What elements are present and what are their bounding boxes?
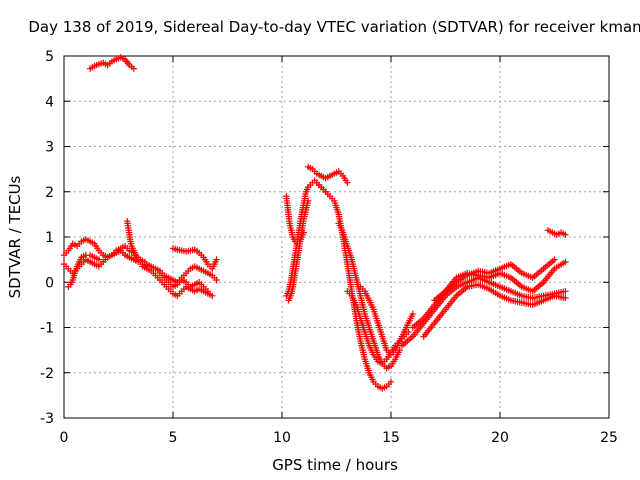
x-tick-label: 0	[60, 430, 69, 446]
data-point	[213, 276, 220, 284]
data-point	[562, 258, 569, 266]
axis-ticks	[63, 55, 610, 419]
data-point	[209, 292, 216, 300]
y-tick-label: 4	[45, 94, 54, 110]
x-tick-label: 25	[600, 430, 618, 446]
data-point	[387, 378, 395, 385]
x-tick-label: 5	[169, 430, 178, 446]
x-tick-label: 10	[273, 430, 291, 446]
y-tick-label: 2	[45, 185, 54, 201]
data-point	[562, 294, 569, 302]
y-tick-label: 3	[45, 140, 54, 156]
data-point	[304, 197, 312, 204]
y-tick-label: 0	[45, 275, 54, 291]
y-tick-label: -3	[40, 411, 54, 427]
chart-title: Day 138 of 2019, Sidereal Day-to-day VTE…	[28, 18, 640, 36]
x-axis-label: GPS time / hours	[272, 456, 398, 474]
data-point	[213, 256, 220, 263]
data-point	[130, 65, 137, 72]
data-point	[562, 231, 569, 238]
x-tick-labels: 0 5 10 15 20 25	[60, 430, 618, 446]
x-tick-label: 15	[382, 430, 400, 446]
y-tick-label: -1	[40, 321, 54, 337]
y-tick-label: 5	[45, 49, 54, 65]
y-tick-label: 1	[45, 230, 54, 246]
data-points	[60, 54, 569, 392]
y-axis-label: SDTVAR / TECUs	[6, 175, 24, 298]
data-point	[204, 288, 212, 295]
x-tick-label: 20	[491, 430, 509, 446]
y-tick-label: -2	[40, 366, 54, 382]
data-point	[95, 256, 103, 263]
grid-lines	[64, 56, 609, 418]
data-point	[344, 179, 351, 186]
y-tick-labels: -3 -2 -1 0 1 2 3 4 5	[40, 49, 54, 427]
data-point	[409, 310, 416, 318]
data-point	[562, 288, 569, 295]
data-point	[551, 256, 558, 263]
